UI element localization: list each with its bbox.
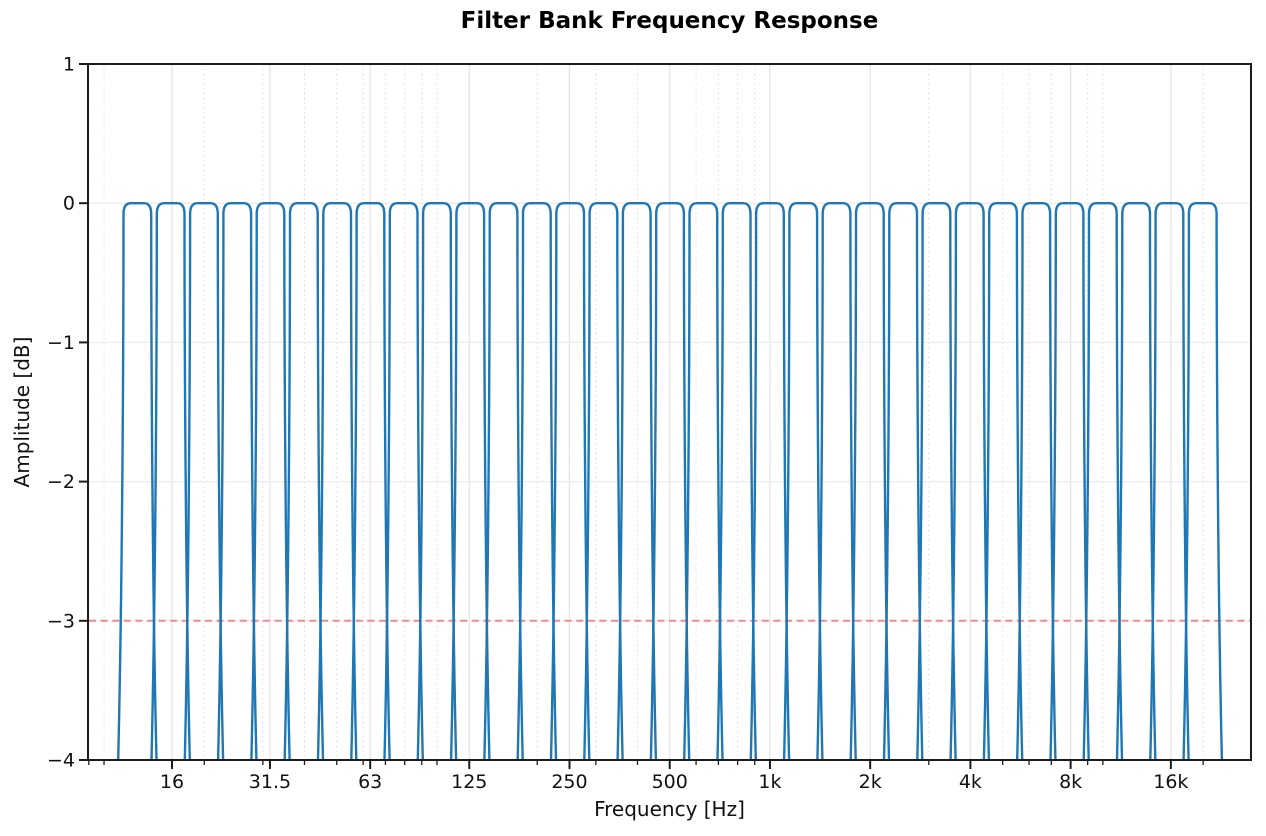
filter-band-curve: [916, 202, 957, 760]
x-major-gridlines: [171, 64, 1172, 760]
svg-text:63: 63: [358, 771, 382, 793]
chart-title: Filter Bank Frequency Response: [460, 8, 879, 34]
filter-band-curve: [483, 202, 524, 760]
svg-text:−3: −3: [47, 610, 75, 632]
filter-band-curve: [882, 202, 924, 760]
svg-text:31.5: 31.5: [249, 771, 291, 793]
svg-text:−1: −1: [47, 332, 75, 354]
svg-text:250: 250: [551, 771, 587, 793]
filter-band-curve: [649, 202, 691, 760]
svg-text:4k: 4k: [959, 771, 982, 793]
filter-band-curve: [1182, 202, 1224, 760]
svg-text:2k: 2k: [859, 771, 882, 793]
filter-band-curve: [1115, 202, 1157, 760]
filter-curves: [117, 202, 1224, 760]
filter-band-curve: [949, 202, 991, 760]
filter-band-curve: [816, 202, 857, 760]
x-axis-ticks: [88, 761, 1204, 769]
axes-spines: [87, 63, 1252, 761]
filter-band-curve: [416, 202, 458, 760]
svg-text:−4: −4: [47, 750, 75, 772]
filter-band-curve: [316, 202, 358, 760]
filter-band-curve: [449, 202, 491, 760]
filter-band-curve: [1149, 202, 1190, 760]
svg-text:125: 125: [451, 771, 487, 793]
svg-text:−2: −2: [47, 471, 75, 493]
svg-text:16k: 16k: [1153, 771, 1188, 793]
filter-band-curve: [749, 202, 791, 760]
svg-text:8k: 8k: [1059, 771, 1082, 793]
y-tick-labels: 1 0 −1 −2 −3 −4: [47, 54, 75, 772]
filter-band-curve: [516, 202, 558, 760]
svg-text:1k: 1k: [758, 771, 781, 793]
filter-band-curve: [982, 202, 1024, 760]
filter-band-curve: [683, 202, 724, 760]
svg-text:1: 1: [63, 54, 75, 76]
filter-band-curve: [150, 202, 191, 760]
svg-text:0: 0: [63, 193, 75, 215]
filter-band-curve: [117, 202, 158, 760]
filter-band-curve: [1082, 202, 1124, 760]
y-axis-label: Amplitude [dB]: [10, 336, 34, 488]
y-axis-ticks: [79, 63, 87, 761]
filter-band-curve: [383, 202, 424, 760]
filter-band-curve: [250, 202, 291, 760]
x-minor-gridlines: [88, 64, 1204, 760]
filter-band-curve: [782, 202, 824, 760]
filter-band-curve: [1049, 202, 1090, 760]
filter-band-curve: [283, 202, 325, 760]
filter-band-curve: [616, 202, 658, 760]
filter-band-curve: [583, 202, 624, 760]
filter-band-curve: [183, 202, 225, 760]
filter-band-curve: [1016, 202, 1057, 760]
filter-band-curve: [849, 202, 891, 760]
filter-band-curve: [350, 202, 391, 760]
filter-band-curve: [716, 202, 757, 760]
svg-text:500: 500: [652, 771, 688, 793]
filter-band-curve: [216, 202, 258, 760]
x-axis-label: Frequency [Hz]: [594, 797, 745, 821]
svg-text:16: 16: [160, 771, 184, 793]
x-tick-labels: 16 31.5 63 125 250 500 1k 2k 4k 8k 16k: [160, 771, 1189, 793]
filter-band-curve: [549, 202, 591, 760]
